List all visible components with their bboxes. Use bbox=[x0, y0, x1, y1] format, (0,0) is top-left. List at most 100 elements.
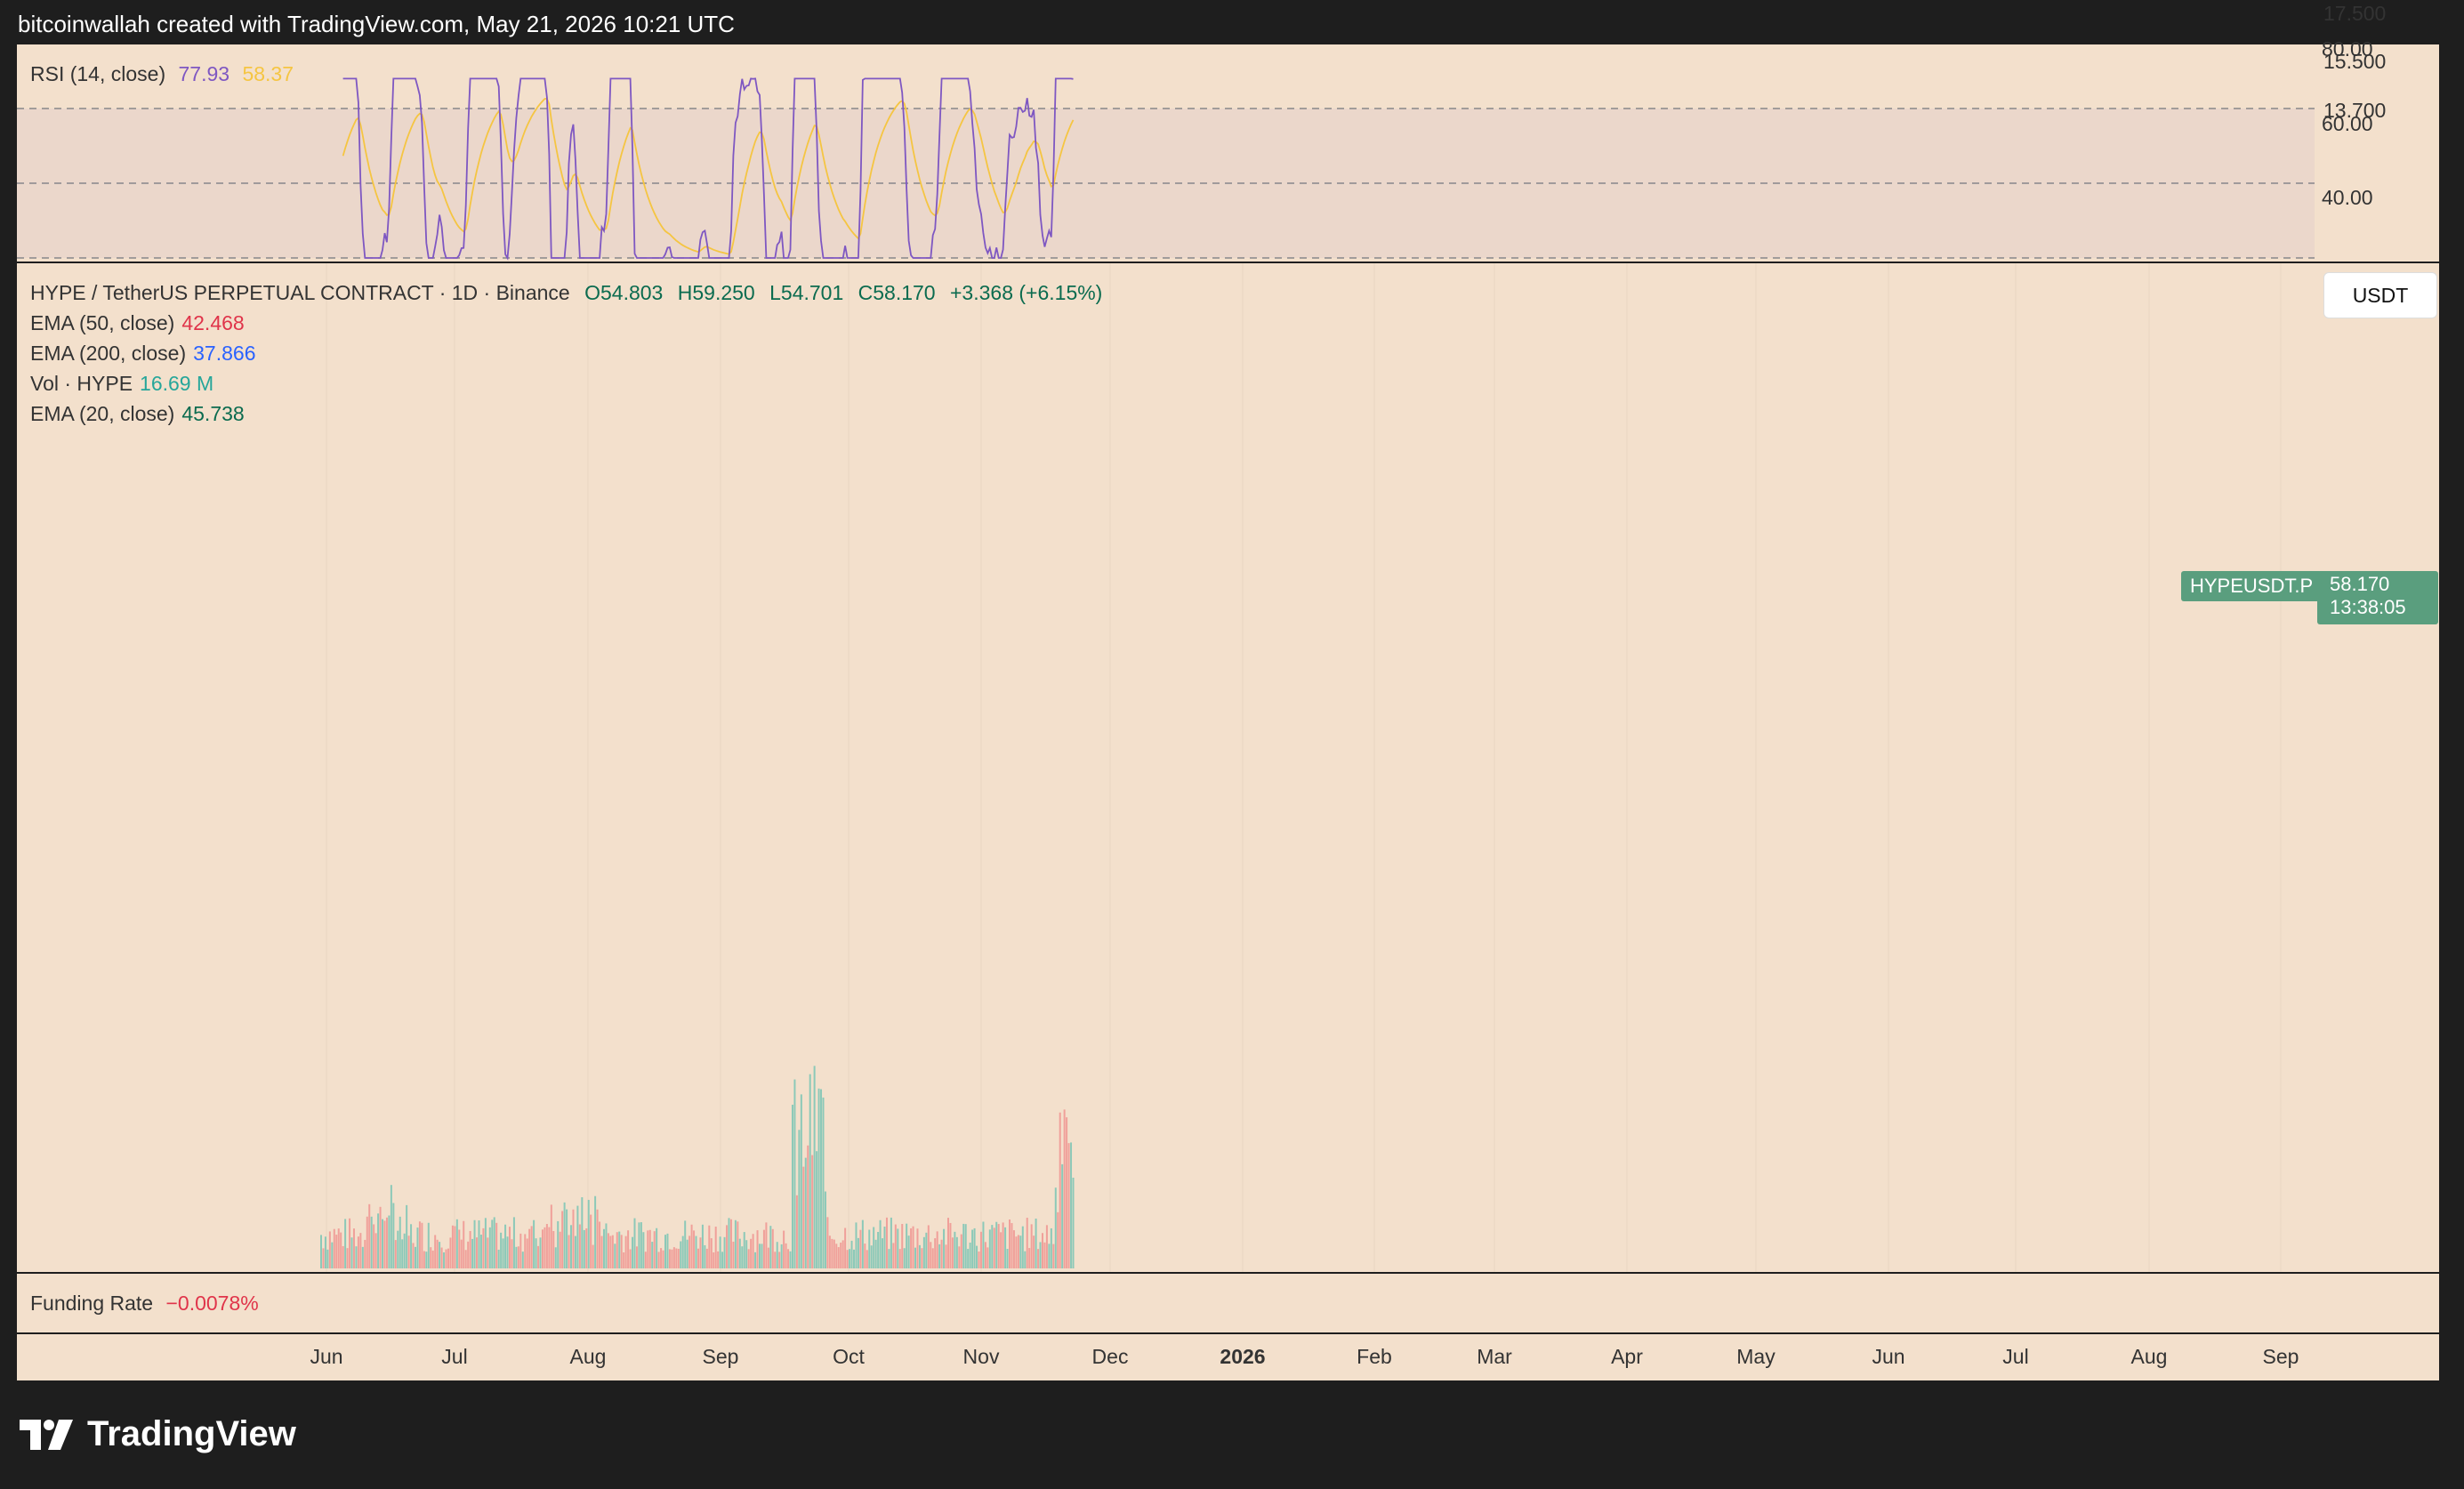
volume-bar bbox=[837, 1247, 840, 1268]
volume-bar bbox=[677, 1248, 680, 1268]
price-scale-label: 15.500 bbox=[2323, 49, 2387, 73]
indicator-value: 16.69 M bbox=[140, 372, 214, 395]
volume-bar bbox=[552, 1230, 555, 1268]
currency-button[interactable]: USDT bbox=[2323, 272, 2437, 318]
volume-bar bbox=[364, 1239, 366, 1268]
volume-bar bbox=[1059, 1112, 1061, 1268]
volume-bar bbox=[754, 1252, 757, 1268]
volume-bar bbox=[326, 1249, 329, 1268]
volume-bar bbox=[962, 1223, 965, 1268]
volume-bar bbox=[1000, 1232, 1003, 1268]
volume-bar bbox=[484, 1218, 487, 1268]
volume-bar bbox=[686, 1239, 688, 1268]
indicator-label: EMA (20, close) bbox=[30, 402, 175, 425]
volume-bar bbox=[1066, 1117, 1068, 1268]
price-scale[interactable] bbox=[2315, 263, 2439, 1272]
volume-bar bbox=[1004, 1227, 1007, 1268]
volume-bar bbox=[476, 1237, 479, 1268]
volume-bar bbox=[1015, 1236, 1018, 1268]
volume-bar bbox=[504, 1224, 507, 1268]
volume-bar bbox=[826, 1217, 829, 1268]
rsi-scale bbox=[2315, 44, 2439, 262]
volume-bar bbox=[515, 1246, 518, 1268]
time-axis-label: 2026 bbox=[1220, 1345, 1266, 1368]
volume-bar bbox=[868, 1229, 871, 1268]
volume-bar bbox=[844, 1227, 847, 1268]
volume-bar bbox=[414, 1246, 416, 1268]
tradingview-logo[interactable]: TradingView bbox=[20, 1414, 296, 1454]
volume-bar bbox=[1052, 1244, 1055, 1268]
volume-bar bbox=[866, 1250, 868, 1268]
volume-bar bbox=[568, 1235, 570, 1268]
volume-bar bbox=[425, 1252, 428, 1268]
volume-bar bbox=[401, 1239, 404, 1268]
volume-bar bbox=[973, 1227, 976, 1268]
volume-bar bbox=[936, 1231, 938, 1268]
volume-bar bbox=[638, 1222, 640, 1268]
indicator-value: 42.468 bbox=[181, 311, 245, 334]
volume-bar bbox=[943, 1228, 946, 1268]
volume-bar bbox=[570, 1225, 573, 1268]
volume-bar bbox=[960, 1234, 962, 1268]
volume-bar bbox=[370, 1216, 373, 1268]
volume-bar bbox=[1061, 1163, 1064, 1268]
time-axis-label: Aug bbox=[2130, 1345, 2168, 1368]
volume-bar bbox=[813, 1066, 816, 1268]
volume-bar bbox=[377, 1213, 380, 1268]
time-axis[interactable] bbox=[17, 1334, 2315, 1380]
volume-bar bbox=[879, 1219, 882, 1268]
volume-bar bbox=[605, 1223, 608, 1268]
time-axis-label: May bbox=[1736, 1345, 1776, 1368]
rsi-line bbox=[342, 77, 1074, 261]
volume-bar bbox=[741, 1246, 744, 1268]
volume-bar bbox=[443, 1252, 446, 1268]
indicator-label: EMA (200, close) bbox=[30, 342, 187, 365]
volume-bar bbox=[940, 1239, 943, 1268]
time-axis-label: Jun bbox=[1872, 1345, 1905, 1368]
volume-bar bbox=[859, 1229, 862, 1268]
volume-bar bbox=[776, 1242, 778, 1268]
volume-bar bbox=[1050, 1227, 1052, 1268]
volume-bar bbox=[1017, 1235, 1019, 1268]
volume-bar bbox=[403, 1233, 406, 1268]
volume-bar bbox=[976, 1245, 978, 1268]
volume-bar bbox=[482, 1227, 485, 1268]
volume-bar bbox=[633, 1218, 636, 1268]
volume-bar bbox=[666, 1233, 669, 1268]
volume-bar bbox=[320, 1235, 322, 1268]
volume-bar bbox=[903, 1248, 906, 1268]
volume-bar bbox=[581, 1196, 584, 1268]
main-panel bbox=[17, 263, 2315, 1272]
time-axis-label: Oct bbox=[833, 1345, 865, 1368]
currency-label: USDT bbox=[2352, 283, 2409, 307]
ticker-label: HYPEUSDT.P bbox=[2190, 575, 2314, 597]
volume-bar bbox=[951, 1237, 954, 1268]
volume-bar bbox=[723, 1236, 726, 1268]
volume-bar bbox=[995, 1221, 998, 1268]
volume-bar bbox=[861, 1219, 864, 1268]
volume-bar bbox=[642, 1232, 645, 1268]
volume-bar bbox=[704, 1244, 706, 1268]
volume-bar bbox=[434, 1235, 437, 1268]
volume-bar bbox=[906, 1223, 908, 1268]
time-axis-label: Sep bbox=[2262, 1345, 2299, 1368]
volume-bar bbox=[925, 1232, 928, 1268]
volume-bar bbox=[680, 1241, 682, 1268]
volume-bar bbox=[1041, 1233, 1043, 1268]
volume-bar bbox=[632, 1236, 634, 1268]
volume-bar bbox=[563, 1202, 566, 1268]
volume-bar bbox=[397, 1230, 399, 1268]
volume-series bbox=[320, 1066, 1075, 1268]
indicator-value: 45.738 bbox=[181, 402, 245, 425]
volume-bar bbox=[791, 1104, 793, 1268]
volume-bar bbox=[388, 1215, 391, 1268]
volume-bar bbox=[743, 1232, 745, 1268]
ohlc-high: H59.250 bbox=[677, 281, 755, 304]
volume-bar bbox=[850, 1240, 853, 1268]
volume-bar bbox=[328, 1231, 331, 1268]
volume-bar bbox=[890, 1217, 892, 1268]
volume-bar bbox=[596, 1209, 599, 1268]
volume-bar bbox=[585, 1227, 588, 1268]
volume-bar bbox=[883, 1226, 886, 1268]
volume-bar bbox=[592, 1244, 594, 1268]
